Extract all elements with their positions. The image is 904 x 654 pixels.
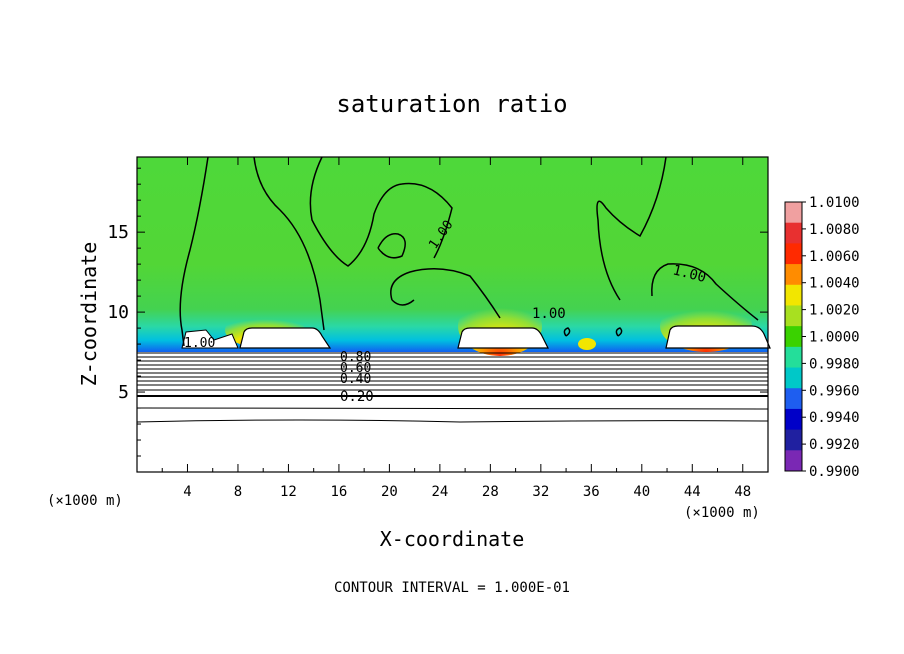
x-tick-label: 28 xyxy=(482,484,499,500)
colorbar-swatch xyxy=(785,367,802,389)
x-tick-label: 16 xyxy=(330,484,347,500)
contour-label: 1.00 xyxy=(532,306,566,322)
x-tick-label: 48 xyxy=(734,484,751,500)
x-unit-right: (×1000 m) xyxy=(684,505,760,521)
colorbar-swatch xyxy=(785,408,802,431)
x-tick-label: 8 xyxy=(234,484,242,500)
colorbar-label: 0.9920 xyxy=(809,437,860,453)
x-tick-label: 12 xyxy=(280,484,297,500)
x-tick-label: 32 xyxy=(532,484,549,500)
colorbar-label: 0.9900 xyxy=(809,464,860,480)
contour-label: 0.80 xyxy=(340,350,371,365)
x-axis-label: X-coordinate xyxy=(380,527,525,551)
colorbar-label: 0.9940 xyxy=(809,410,860,426)
colorbar-swatch xyxy=(785,326,802,348)
colorbar-label: 1.0020 xyxy=(809,303,860,319)
y-ticks: 5 10 15 xyxy=(107,167,768,457)
contour-label: 1.00 xyxy=(184,336,215,351)
contour-label: 0.40 xyxy=(340,372,371,387)
x-tick-label: 4 xyxy=(183,484,191,500)
x-ticks: 4 8 12 16 20 24 28 32 36 40 44 48 xyxy=(161,157,751,500)
y-tick-label: 5 xyxy=(118,382,129,403)
colorbar-swatch xyxy=(785,284,802,306)
plot-frame xyxy=(136,156,769,473)
colorbar-swatch xyxy=(785,202,802,224)
plume xyxy=(578,338,596,350)
colorbar-swatch xyxy=(785,429,802,451)
colorbar-label: 0.9960 xyxy=(809,383,860,399)
contour-label: 0.60 xyxy=(340,361,371,376)
x-tick-label: 24 xyxy=(431,484,448,500)
contour-lines-upper xyxy=(179,156,759,347)
contour-interval-note: CONTOUR INTERVAL = 1.000E-01 xyxy=(334,580,570,596)
cloud xyxy=(457,327,549,349)
contour-lines-lower xyxy=(136,352,769,423)
x-tick-label: 20 xyxy=(381,484,398,500)
lower-field xyxy=(137,352,768,472)
colorbar-swatch xyxy=(785,388,802,410)
colorbar-swatch xyxy=(785,450,802,472)
colorbar-swatch xyxy=(785,264,802,286)
contour-label: 0.20 xyxy=(340,389,374,405)
y-axis-label: Z-coordinate xyxy=(77,242,101,387)
cloud xyxy=(181,329,239,349)
x-tick-label: 36 xyxy=(583,484,600,500)
colorbar-label: 1.0060 xyxy=(809,249,860,265)
x-unit-left: (×1000 m) xyxy=(47,493,123,509)
x-tick-label: 44 xyxy=(684,484,701,500)
cloud xyxy=(239,327,332,349)
colorbar-swatch xyxy=(785,243,802,265)
chart-title: saturation ratio xyxy=(336,90,567,118)
colorbar-label: 1.0080 xyxy=(809,222,860,238)
y-tick-label: 15 xyxy=(107,222,129,243)
plot-area: 1.00 1.00 1.00 1.00 0.80 0.60 0.40 0.20 xyxy=(136,156,771,473)
contour-label: 1.00 xyxy=(671,262,708,286)
colorbar-swatch xyxy=(785,222,802,244)
colorbar-swatch xyxy=(785,305,802,327)
colorbar-swatch xyxy=(785,346,802,369)
x-tick-label: 40 xyxy=(633,484,650,500)
colorbar: 1.0100 1.0080 1.0060 1.0040 1.0020 1.0000 0.99… xyxy=(784,195,860,480)
y-tick-label: 10 xyxy=(107,302,129,323)
colorbar-label: 0.9980 xyxy=(809,356,860,372)
colorbar-label: 1.0000 xyxy=(809,330,860,346)
cloud xyxy=(665,325,771,349)
colorbar-label: 1.0100 xyxy=(809,195,860,211)
colorbar-label: 1.0040 xyxy=(809,276,860,292)
